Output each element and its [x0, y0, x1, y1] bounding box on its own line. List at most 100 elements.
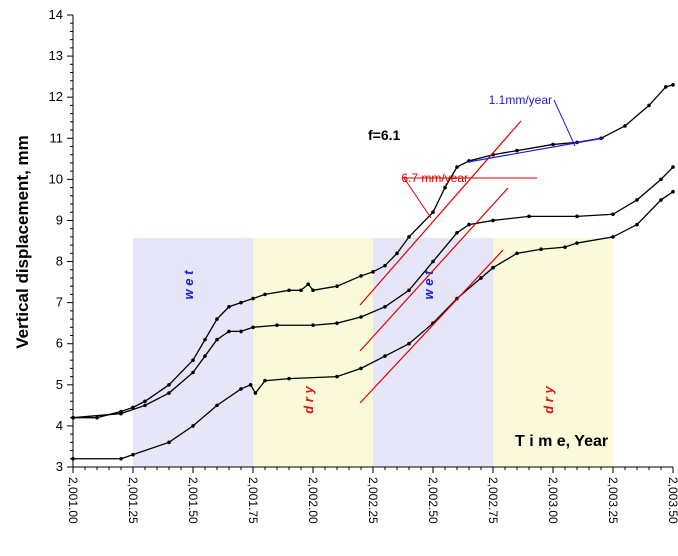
y-tick-label: 12	[49, 89, 63, 104]
point	[395, 251, 399, 256]
region-label: d r y	[301, 386, 316, 414]
x-tick-label: 2,002.00	[306, 477, 320, 524]
point	[539, 247, 543, 252]
y-tick-label: 11	[50, 130, 64, 145]
point	[671, 83, 675, 87]
point	[335, 374, 339, 379]
x-tick-label: 2,002.50	[426, 477, 440, 524]
point	[203, 337, 207, 342]
point	[479, 276, 483, 280]
point	[95, 415, 99, 420]
point	[383, 354, 387, 358]
x-tick-label: 2,003.00	[546, 477, 560, 524]
point	[71, 415, 75, 420]
point	[251, 296, 255, 301]
point	[275, 323, 279, 328]
point	[431, 259, 435, 264]
point	[635, 222, 639, 227]
x-tick-label: 2,003.25	[606, 477, 620, 524]
y-tick-label: 3	[56, 459, 63, 474]
x-tick-label: 2,001.50	[186, 477, 200, 524]
point	[306, 282, 311, 286]
annotation: f=6.1	[368, 127, 401, 143]
point	[611, 212, 615, 217]
y-tick-label: 7	[56, 295, 63, 310]
region-label: w e t	[181, 270, 196, 300]
y-tick-label: 8	[56, 254, 63, 269]
point	[215, 337, 219, 342]
point	[239, 300, 243, 305]
point	[143, 399, 147, 404]
series-line	[73, 84, 674, 419]
point	[215, 317, 219, 321]
point	[671, 189, 675, 194]
trend-line	[359, 187, 509, 352]
point	[359, 274, 363, 278]
callout	[403, 177, 537, 219]
point	[71, 456, 75, 461]
point	[299, 288, 303, 293]
x-tick-label: 2,002.75	[486, 477, 500, 524]
point	[287, 376, 291, 381]
point	[167, 383, 171, 387]
point	[623, 124, 627, 128]
annotation: 1.1mm/year	[489, 93, 552, 107]
point	[527, 214, 531, 219]
trend-line	[359, 249, 504, 404]
point	[359, 315, 363, 319]
region	[133, 238, 253, 467]
point	[551, 142, 555, 147]
point	[191, 424, 195, 428]
point	[455, 165, 459, 169]
point	[575, 241, 579, 245]
x-tick-label: 2,001.25	[126, 477, 140, 524]
point	[227, 304, 231, 309]
annotation: 6.7 mm/year	[401, 171, 468, 185]
point	[431, 210, 435, 215]
x-tick-label: 2,001.00	[66, 477, 80, 524]
point	[611, 235, 615, 239]
point	[335, 284, 339, 289]
point	[455, 230, 459, 235]
point	[664, 85, 668, 89]
point	[407, 341, 411, 346]
point	[239, 387, 243, 391]
point	[143, 403, 147, 408]
x-axis-label: T i m e, Year	[515, 433, 608, 450]
y-axis-label: Vertical displacement, mm	[13, 135, 32, 349]
point	[248, 383, 253, 387]
point	[575, 214, 579, 219]
y-tick-label: 5	[56, 377, 63, 392]
point	[227, 329, 231, 334]
point	[335, 321, 339, 325]
point	[515, 251, 519, 256]
y-tick-label: 6	[56, 336, 63, 351]
point	[371, 270, 375, 274]
y-tick-label: 10	[49, 171, 63, 186]
point	[191, 358, 195, 362]
point	[167, 391, 171, 395]
region	[253, 238, 373, 467]
point	[491, 265, 495, 270]
point	[253, 391, 258, 395]
point	[635, 198, 639, 202]
point	[671, 165, 675, 169]
point	[515, 148, 519, 153]
point	[659, 198, 663, 202]
point	[443, 185, 447, 190]
point	[359, 366, 363, 371]
point	[119, 456, 123, 461]
region-label: w e t	[421, 270, 436, 300]
point	[407, 288, 411, 293]
point	[563, 245, 567, 249]
y-tick-label: 9	[56, 212, 63, 227]
point	[311, 288, 315, 293]
point	[191, 370, 195, 375]
point	[215, 403, 219, 408]
y-tick-label: 14	[49, 7, 63, 22]
point	[131, 452, 135, 457]
x-tick-label: 2,002.25	[366, 477, 380, 524]
x-tick-label: 2,001.75	[246, 477, 260, 524]
point	[467, 222, 471, 227]
